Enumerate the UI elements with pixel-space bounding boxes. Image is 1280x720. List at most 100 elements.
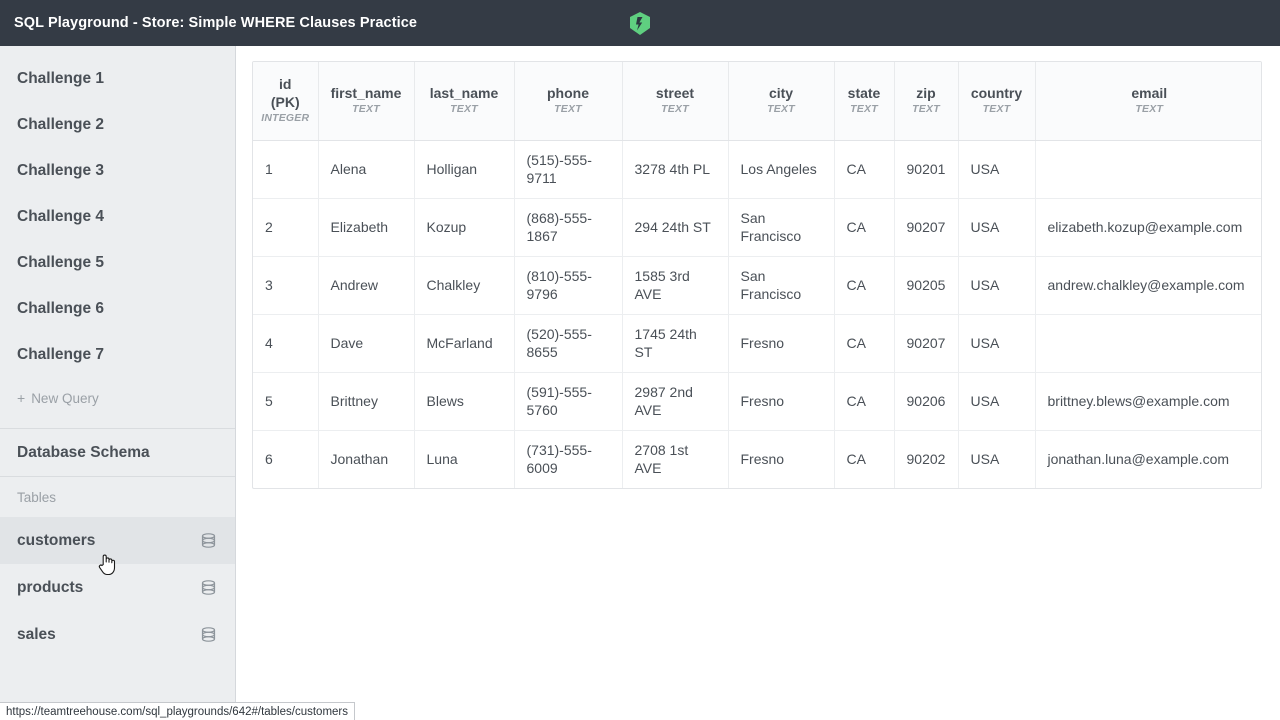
page-title: SQL Playground - Store: Simple WHERE Cla… [14, 15, 418, 31]
cell-last-name: Kozup [414, 198, 515, 257]
cell-id: 1 [253, 140, 319, 199]
sidebar-item-label: Challenge 2 [17, 116, 104, 133]
cell-street: 2987 2nd AVE [622, 372, 729, 431]
column-type: TEXT [767, 103, 795, 116]
sidebar-table-label: sales [17, 625, 56, 643]
cell-last-name: Blews [414, 372, 515, 431]
database-icon [201, 532, 216, 548]
sidebar-item-challenge-6[interactable]: Challenge 6 [0, 286, 235, 332]
column-name: email [1131, 84, 1168, 101]
cell-zip: 90205 [894, 256, 959, 315]
cell-city: Fresno [728, 430, 835, 488]
cell-city: Los Angeles [728, 140, 835, 199]
cell-id: 2 [253, 198, 319, 257]
cell-zip: 90207 [894, 198, 959, 257]
cell-first-name: Andrew [318, 256, 415, 315]
database-schema-label: Database Schema [17, 443, 150, 461]
cell-city: Fresno [728, 314, 835, 373]
column-name: country [970, 84, 1023, 101]
sidebar-table-label: products [17, 578, 84, 596]
cell-street: 1745 24th ST [622, 314, 729, 373]
cell-state: CA [834, 140, 895, 199]
cell-phone: (520)-555-8655 [514, 314, 623, 373]
table-row[interactable]: 5 Brittney Blews (591)-555-5760 2987 2nd… [253, 372, 1261, 431]
top-bar: SQL Playground - Store: Simple WHERE Cla… [0, 0, 1280, 46]
database-schema-header[interactable]: Database Schema [0, 429, 235, 476]
column-header-email[interactable]: email TEXT [1035, 62, 1261, 141]
table-row[interactable]: 2 Elizabeth Kozup (868)-555-1867 294 24t… [253, 198, 1261, 257]
column-name: state [847, 84, 881, 101]
treehouse-logo-icon[interactable] [628, 11, 652, 36]
column-type: TEXT [661, 103, 689, 116]
customers-table: id (PK) INTEGER first_name TEXT last_nam… [253, 62, 1261, 488]
database-icon [201, 626, 216, 642]
column-header-first-name[interactable]: first_name TEXT [318, 62, 415, 141]
sidebar-item-challenge-1[interactable]: Challenge 1 [0, 56, 235, 102]
sidebar-divider-2 [0, 476, 235, 477]
sidebar-item-label: Challenge 6 [17, 300, 104, 317]
sidebar-item-label: Challenge 3 [17, 162, 104, 179]
column-pk-marker: (PK) [270, 93, 300, 110]
tables-label-text: Tables [17, 489, 57, 505]
table-header-row: id (PK) INTEGER first_name TEXT last_nam… [253, 62, 1261, 141]
column-header-zip[interactable]: zip TEXT [894, 62, 959, 141]
cell-street: 3278 4th PL [622, 140, 729, 199]
column-type: TEXT [850, 103, 878, 116]
cell-country: USA [958, 430, 1036, 488]
cell-zip: 90201 [894, 140, 959, 199]
column-header-phone[interactable]: phone TEXT [514, 62, 623, 141]
customers-table-container: id (PK) INTEGER first_name TEXT last_nam… [252, 61, 1262, 489]
column-header-id[interactable]: id (PK) INTEGER [253, 62, 319, 141]
cell-first-name: Elizabeth [318, 198, 415, 257]
sidebar-item-sales[interactable]: sales [0, 611, 235, 658]
table-row[interactable]: 6 Jonathan Luna (731)-555-6009 2708 1st … [253, 430, 1261, 488]
cell-first-name: Jonathan [318, 430, 415, 488]
new-query-button[interactable]: + New Query [0, 378, 235, 418]
cell-street: 1585 3rd AVE [622, 256, 729, 315]
sidebar: Challenge 1 Challenge 2 Challenge 3 Chal… [0, 46, 236, 720]
cell-state: CA [834, 314, 895, 373]
sidebar-item-challenge-5[interactable]: Challenge 5 [0, 240, 235, 286]
cell-street: 294 24th ST [622, 198, 729, 257]
cell-id: 4 [253, 314, 319, 373]
sidebar-item-challenge-7[interactable]: Challenge 7 [0, 332, 235, 378]
cell-state: CA [834, 198, 895, 257]
table-row[interactable]: 1 Alena Holligan (515)-555-9711 3278 4th… [253, 140, 1261, 199]
table-row[interactable]: 3 Andrew Chalkley (810)-555-9796 1585 3r… [253, 256, 1261, 315]
column-header-last-name[interactable]: last_name TEXT [414, 62, 515, 141]
sidebar-item-challenge-2[interactable]: Challenge 2 [0, 102, 235, 148]
cell-city: San Francisco [728, 198, 835, 257]
cell-email: andrew.chalkley@example.com [1035, 256, 1261, 315]
column-header-state[interactable]: state TEXT [834, 62, 895, 141]
cell-country: USA [958, 256, 1036, 315]
column-header-street[interactable]: street TEXT [622, 62, 729, 141]
sidebar-item-challenge-3[interactable]: Challenge 3 [0, 148, 235, 194]
sidebar-table-label: customers [17, 531, 96, 549]
cell-zip: 90207 [894, 314, 959, 373]
cell-last-name: Chalkley [414, 256, 515, 315]
tables-section-label: Tables [0, 477, 235, 517]
table-row[interactable]: 4 Dave McFarland (520)-555-8655 1745 24t… [253, 314, 1261, 373]
column-name: street [655, 84, 695, 101]
cell-state: CA [834, 256, 895, 315]
cell-phone: (868)-555-1867 [514, 198, 623, 257]
sidebar-item-label: Challenge 1 [17, 70, 104, 87]
column-name: id [279, 76, 292, 92]
cell-id: 6 [253, 430, 319, 488]
sidebar-item-challenge-4[interactable]: Challenge 4 [0, 194, 235, 240]
table-header: id (PK) INTEGER first_name TEXT last_nam… [253, 62, 1261, 141]
cell-country: USA [958, 372, 1036, 431]
table-body: 1 Alena Holligan (515)-555-9711 3278 4th… [253, 140, 1261, 488]
sidebar-item-customers[interactable]: customers [0, 517, 235, 564]
cell-country: USA [958, 198, 1036, 257]
sidebar-divider [0, 428, 235, 429]
column-name: city [768, 84, 794, 101]
cell-city: Fresno [728, 372, 835, 431]
sidebar-item-products[interactable]: products [0, 564, 235, 611]
column-type: TEXT [554, 103, 582, 116]
column-header-country[interactable]: country TEXT [958, 62, 1036, 141]
cell-phone: (591)-555-5760 [514, 372, 623, 431]
column-type: TEXT [352, 103, 380, 116]
column-header-city[interactable]: city TEXT [728, 62, 835, 141]
